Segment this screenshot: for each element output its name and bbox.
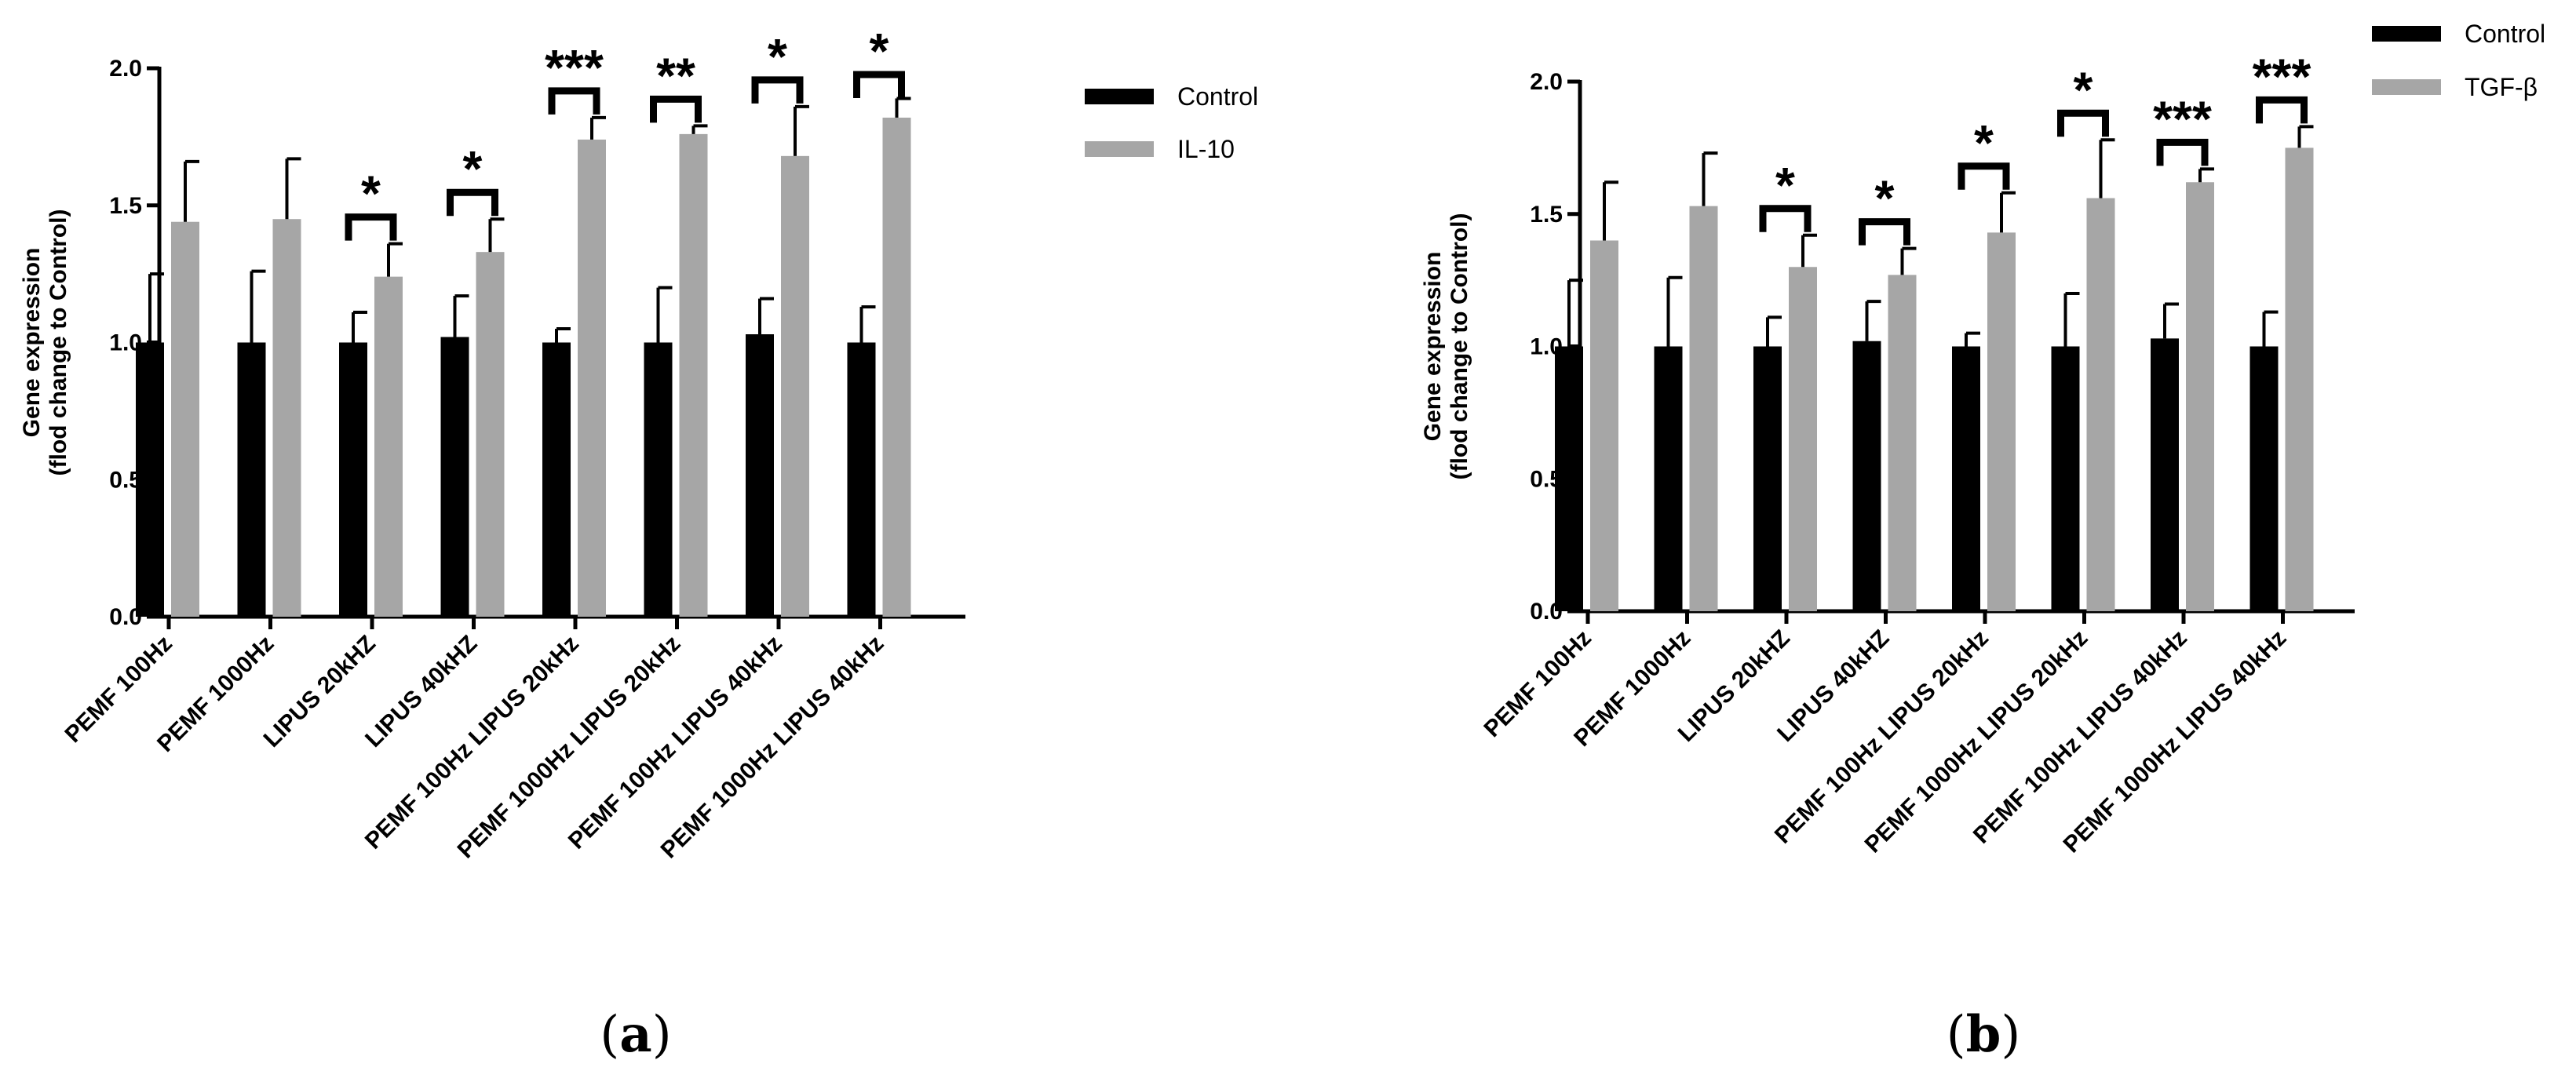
- y-axis-title-line-1: Gene expression: [19, 248, 45, 438]
- bar-control-6: [644, 342, 673, 617]
- bar-control-3: [1753, 346, 1782, 611]
- y-tick-label: 1.5: [1530, 202, 1563, 228]
- x-tick-label-group: PEMF 1000Hz LIPUS 40kHz: [656, 631, 889, 864]
- x-tick-label: PEMF 1000Hz LIPUS 20kHz: [453, 631, 686, 864]
- bar-treatment-5: [1987, 232, 2016, 611]
- x-tick-label: PEMF 100Hz LIPUS 20kHz: [360, 631, 584, 854]
- bar-control-2: [1654, 346, 1683, 611]
- bar-control-6: [2051, 346, 2080, 611]
- x-tick-label: PEMF 100Hz: [60, 631, 177, 748]
- bar-treatment-6: [679, 133, 708, 617]
- significance-label-5: ***: [545, 39, 604, 96]
- panel-letter: b: [1966, 1005, 2001, 1064]
- y-axis-title-line-2: (flod change to Control): [46, 209, 71, 476]
- bar-treatment-7: [2186, 182, 2214, 611]
- bar-treatment-1: [1590, 240, 1618, 611]
- x-tick-label-group: PEMF 100Hz LIPUS 20kHz: [1770, 625, 1994, 849]
- bar-treatment-1: [171, 221, 199, 617]
- panel-letter: a: [619, 1005, 651, 1064]
- significance-bracket-4: [447, 188, 498, 217]
- significance-bracket-8: [853, 71, 905, 98]
- x-tick-label: PEMF 100Hz LIPUS 40kHz: [564, 631, 787, 854]
- bar-treatment-3: [374, 276, 403, 617]
- bar-treatment-2: [272, 219, 301, 617]
- significance-label-8: *: [870, 23, 889, 79]
- legend: Control IL-10: [1085, 82, 1258, 163]
- legend: Control TGF-β: [2372, 20, 2545, 101]
- significance-bracket-6: [2057, 109, 2109, 137]
- legend-label-treatment: IL-10: [1177, 135, 1235, 163]
- x-tick-label-group: PEMF 100Hz LIPUS 40kHz: [1968, 625, 2192, 849]
- significance-label-4: *: [1875, 170, 1895, 227]
- y-axis-title: Gene expression (flod change to Control): [1420, 213, 1472, 480]
- significance-bracket-4: [1859, 218, 1910, 246]
- x-tick-label: PEMF 1000Hz LIPUS 40kHz: [656, 631, 889, 864]
- legend-swatch-treatment: [2372, 79, 2441, 95]
- legend-label-treatment: TGF-β: [2465, 73, 2538, 101]
- significance-label-4: *: [463, 140, 483, 197]
- bar-control-5: [1952, 346, 1980, 611]
- bar-treatment-8: [882, 117, 911, 617]
- x-tick-label: PEMF 100Hz LIPUS 20kHz: [1770, 625, 1994, 849]
- panel-label: (b): [1947, 1005, 2021, 1064]
- significance-label-8: ***: [2253, 48, 2311, 104]
- bar-control-1: [1555, 346, 1583, 611]
- y-axis-title-line-1: Gene expression: [1420, 252, 1446, 442]
- bar-treatment-7: [781, 155, 809, 618]
- y-axis-title: Gene expression (flod change to Control): [19, 209, 71, 476]
- bar-control-2: [237, 342, 266, 617]
- significance-bracket-7: [2156, 138, 2209, 166]
- legend-swatch-control: [1085, 89, 1154, 104]
- x-tick-label: PEMF 100Hz LIPUS 40kHz: [1968, 625, 2192, 849]
- significance-bracket-3: [345, 213, 397, 241]
- significance-label-3: *: [1775, 157, 1795, 213]
- bar-treatment-4: [476, 252, 505, 617]
- bar-control-3: [339, 342, 367, 617]
- significance-label-5: *: [1974, 115, 1994, 171]
- legend-label-control: Control: [2465, 20, 2545, 48]
- significance-bracket-5: [1958, 162, 2010, 190]
- y-tick-label: 2.0: [1530, 69, 1563, 95]
- y-tick-label: 2.0: [109, 56, 142, 82]
- bar-control-8: [847, 342, 876, 617]
- y-axis-title-line-2: (flod change to Control): [1447, 213, 1472, 480]
- x-tick-label-group: PEMF 100Hz LIPUS 40kHz: [564, 631, 787, 854]
- legend-label-control: Control: [1177, 82, 1258, 111]
- significance-bracket-6: [650, 95, 702, 123]
- bar-control-7: [746, 334, 774, 617]
- significance-bracket-3: [1759, 205, 1812, 232]
- bar-control-1: [136, 342, 164, 617]
- x-tick-label-group: PEMF 1000Hz LIPUS 20kHz: [453, 631, 686, 864]
- bar-treatment-8: [2285, 148, 2314, 611]
- bar-treatment-3: [1789, 267, 1817, 611]
- bar-control-8: [2249, 346, 2279, 611]
- bar-treatment-5: [578, 139, 606, 617]
- bar-treatment-6: [2086, 198, 2115, 611]
- legend-swatch-treatment: [1085, 141, 1154, 157]
- x-tick-label-group: PEMF 100Hz: [60, 631, 177, 748]
- panel-label: (a): [600, 1005, 671, 1064]
- y-tick-label: 1.5: [109, 193, 142, 219]
- bar-control-4: [1852, 341, 1881, 611]
- legend-swatch-control: [2372, 26, 2441, 42]
- significance-label-7: *: [768, 28, 787, 85]
- significance-bracket-5: [548, 87, 600, 115]
- significance-label-6: *: [2074, 61, 2093, 118]
- bar-control-4: [440, 337, 469, 617]
- bar-treatment-2: [1689, 206, 1718, 611]
- significance-label-7: ***: [2153, 90, 2212, 147]
- bar-treatment-4: [1888, 275, 1917, 611]
- bar-control-7: [2151, 338, 2179, 611]
- x-tick-label-group: PEMF 100Hz LIPUS 20kHz: [360, 631, 584, 854]
- significance-bracket-8: [2256, 96, 2308, 124]
- significance-label-3: *: [361, 166, 381, 222]
- significance-bracket-7: [751, 76, 804, 104]
- significance-label-6: **: [656, 47, 695, 104]
- bar-control-5: [542, 342, 571, 617]
